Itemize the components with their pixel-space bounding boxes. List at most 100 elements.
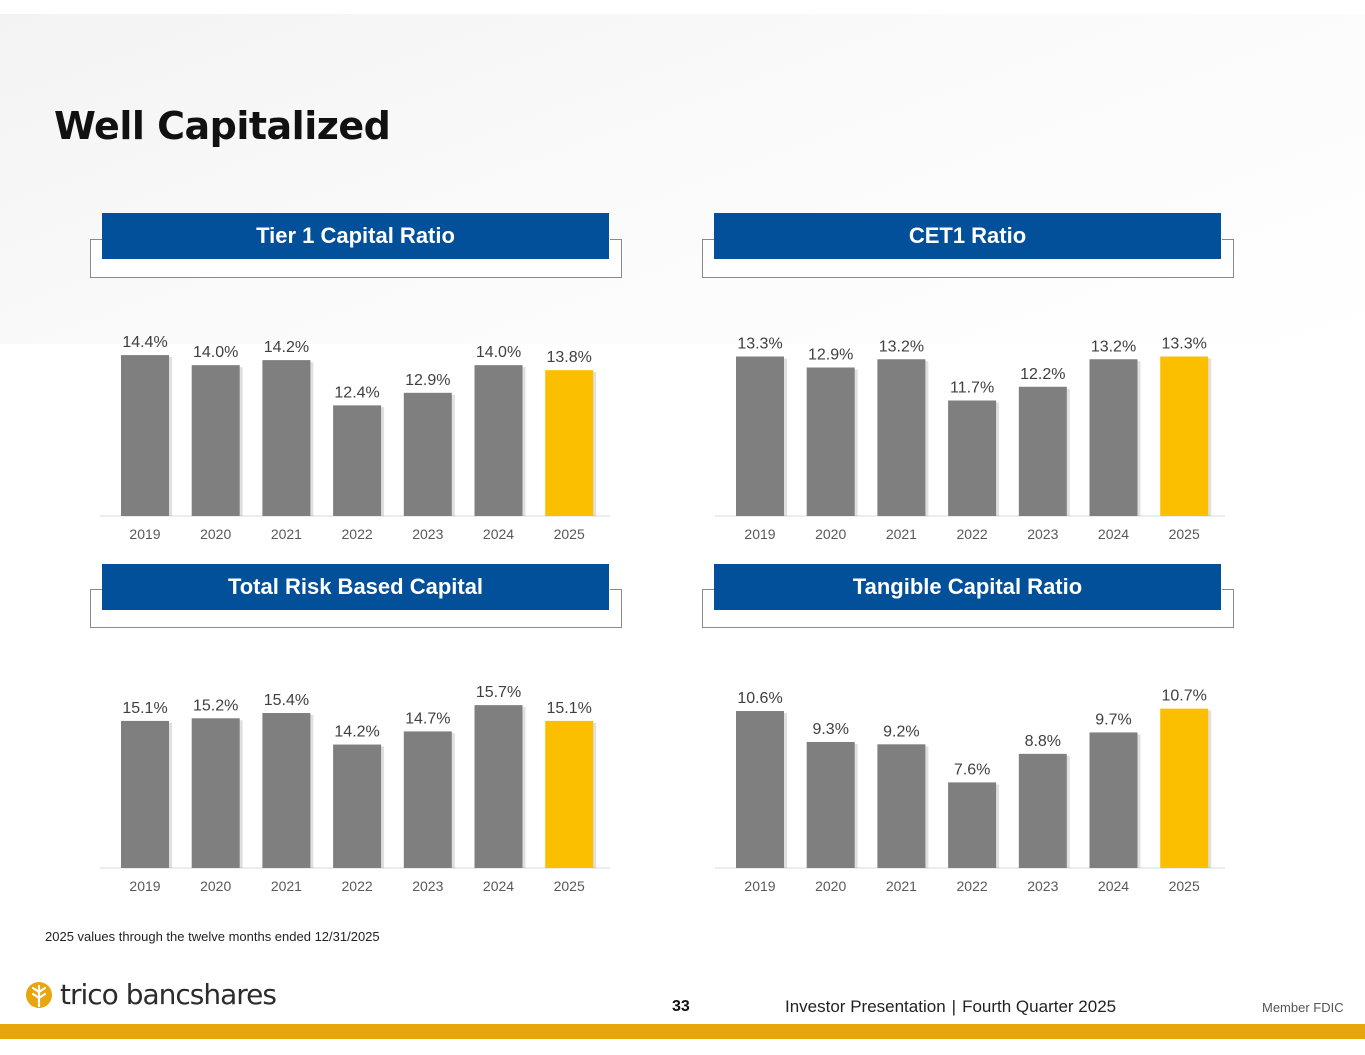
- x-tick-label-2024: 2024: [1098, 878, 1129, 894]
- page-number: 33: [672, 998, 690, 1015]
- bar-2021: [877, 744, 926, 868]
- data-label-2022: 14.2%: [334, 724, 379, 741]
- data-label-2025: 13.3%: [1162, 336, 1207, 353]
- data-label-2023: 14.7%: [405, 710, 450, 727]
- panel-header-tangible: Tangible Capital Ratio: [714, 564, 1221, 610]
- data-label-2024: 15.7%: [476, 684, 521, 701]
- chart-total-risk-based-capital: 15.1% 2019 15.2% 2020 15.4% 2021 14.2% 2022 14.7…: [100, 684, 610, 894]
- x-tick-label-2021: 2021: [271, 526, 302, 542]
- bar-2020: [191, 718, 240, 868]
- data-label-2020: 9.3%: [812, 721, 848, 738]
- data-label-2021: 9.2%: [883, 723, 919, 740]
- data-label-2019: 15.1%: [122, 700, 167, 717]
- wheat-logo-icon: [26, 981, 52, 1008]
- x-tick-label-2024: 2024: [483, 526, 514, 542]
- x-tick-label-2020: 2020: [815, 878, 846, 894]
- logo-text: trico bancshares: [60, 978, 277, 1011]
- background-texture: [0, 14, 1365, 344]
- footer-accent-bar: [0, 1024, 1365, 1039]
- data-label-2019: 13.3%: [737, 336, 782, 353]
- x-tick-label-2019: 2019: [129, 878, 160, 894]
- bar-2023: [403, 392, 452, 516]
- footnote: 2025 values through the twelve months en…: [45, 929, 380, 944]
- bar-2024: [1089, 359, 1138, 516]
- bar-2019: [121, 355, 169, 516]
- data-label-2020: 15.2%: [193, 697, 238, 714]
- x-tick-label-2019: 2019: [129, 526, 160, 542]
- x-tick-label-2019: 2019: [744, 526, 775, 542]
- member-fdic: Member FDIC: [1262, 1000, 1344, 1015]
- x-tick-label-2022: 2022: [342, 878, 373, 894]
- footer-caption: Investor Presentation | Fourth Quarter 202…: [785, 997, 1116, 1017]
- bar-2025: [1160, 356, 1209, 516]
- bar-2021: [262, 360, 311, 516]
- bar-2025: [545, 720, 594, 868]
- bar-2021: [262, 713, 311, 868]
- data-label-2025: 15.1%: [547, 700, 592, 717]
- page-title: Well Capitalized: [54, 104, 391, 148]
- data-label-2022: 11.7%: [950, 380, 994, 397]
- x-tick-label-2022: 2022: [957, 526, 988, 542]
- panel-header-cet1: CET1 Ratio: [714, 213, 1221, 259]
- x-tick-label-2021: 2021: [271, 878, 302, 894]
- x-tick-label-2023: 2023: [1027, 878, 1058, 894]
- data-label-2019: 10.6%: [737, 690, 782, 707]
- x-tick-label-2023: 2023: [412, 526, 443, 542]
- x-tick-label-2021: 2021: [886, 526, 917, 542]
- bar-2024: [474, 365, 523, 516]
- data-label-2019: 14.4%: [122, 334, 167, 351]
- x-tick-label-2019: 2019: [744, 878, 775, 894]
- x-tick-label-2025: 2025: [554, 526, 585, 542]
- bar-2020: [191, 365, 240, 516]
- data-label-2021: 14.2%: [264, 339, 309, 356]
- data-label-2024: 9.7%: [1095, 711, 1131, 728]
- chart-tier1-capital-ratio: 14.4% 2019 14.0% 2020 14.2% 2021 12.4% 2022 12.9…: [100, 334, 610, 542]
- bar-2023: [1018, 753, 1067, 868]
- data-label-2023: 12.9%: [405, 372, 450, 389]
- company-logo: trico bancshares: [24, 978, 277, 1011]
- bar-2024: [1089, 732, 1138, 868]
- x-tick-label-2025: 2025: [1169, 878, 1200, 894]
- bar-2023: [1018, 386, 1067, 516]
- presentation-period: Fourth Quarter 2025: [962, 997, 1117, 1016]
- data-label-2023: 8.8%: [1025, 733, 1061, 750]
- x-tick-label-2023: 2023: [1027, 526, 1058, 542]
- x-tick-label-2020: 2020: [815, 526, 846, 542]
- bar-2024: [474, 705, 523, 868]
- x-tick-label-2025: 2025: [554, 878, 585, 894]
- footer-separator: |: [951, 997, 957, 1016]
- bar-2022: [948, 400, 997, 516]
- data-label-2021: 13.2%: [879, 338, 924, 355]
- x-tick-label-2024: 2024: [1098, 526, 1129, 542]
- data-label-2020: 14.0%: [193, 344, 238, 361]
- data-label-2020: 12.9%: [808, 347, 853, 364]
- chart-tangible-capital-ratio: 10.6% 2019 9.3% 2020 9.2% 2021 7.6% 2022 8.8% 202…: [715, 688, 1225, 894]
- x-tick-label-2025: 2025: [1169, 526, 1200, 542]
- panel-header-tier1: Tier 1 Capital Ratio: [102, 213, 609, 259]
- bar-2021: [877, 359, 926, 516]
- x-tick-label-2023: 2023: [412, 878, 443, 894]
- x-tick-label-2021: 2021: [886, 878, 917, 894]
- x-tick-label-2024: 2024: [483, 878, 514, 894]
- bar-2020: [806, 741, 855, 868]
- bar-2022: [948, 782, 997, 868]
- data-label-2023: 12.2%: [1020, 366, 1065, 383]
- bar-2023: [403, 731, 452, 868]
- data-label-2024: 13.2%: [1091, 338, 1136, 355]
- bar-2019: [736, 711, 784, 868]
- bar-2020: [806, 367, 855, 516]
- data-label-2022: 12.4%: [334, 384, 379, 401]
- bar-2025: [1160, 708, 1209, 868]
- chart-cet1-ratio: 13.3% 2019 12.9% 2020 13.2% 2021 11.7% 2022 12.2…: [715, 336, 1225, 542]
- data-label-2025: 10.7%: [1162, 688, 1207, 705]
- panel-header-total-risk: Total Risk Based Capital: [102, 564, 609, 610]
- data-label-2025: 13.8%: [547, 349, 592, 366]
- presentation-name: Investor Presentation: [785, 997, 946, 1016]
- x-tick-label-2022: 2022: [957, 878, 988, 894]
- data-label-2024: 14.0%: [476, 344, 521, 361]
- x-tick-label-2020: 2020: [200, 878, 231, 894]
- bar-2019: [736, 356, 784, 516]
- data-label-2022: 7.6%: [954, 761, 990, 778]
- bar-2025: [545, 370, 594, 516]
- bar-2019: [121, 720, 169, 868]
